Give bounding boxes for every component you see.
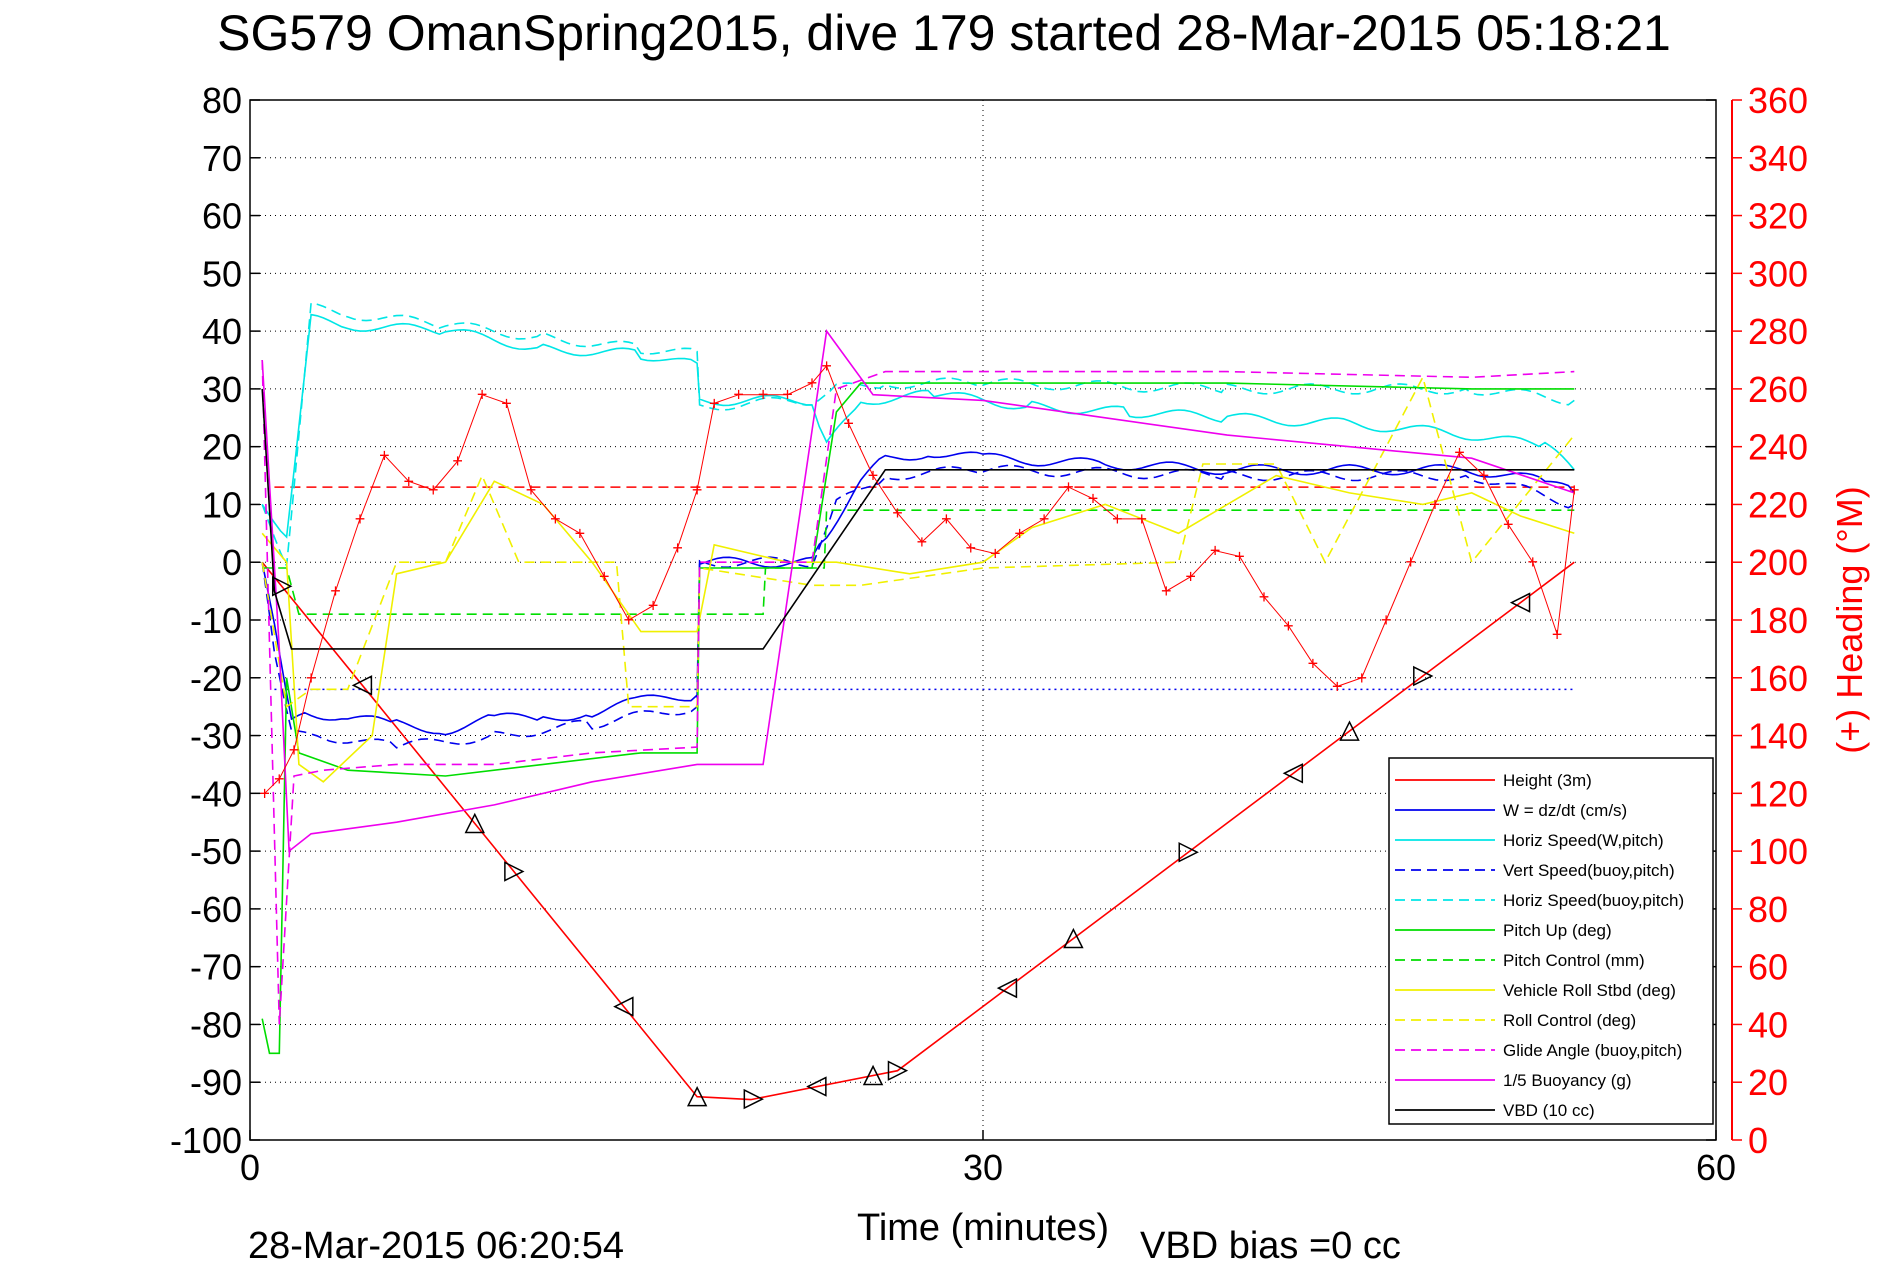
- x-tick-label: 30: [963, 1147, 1003, 1188]
- height-triangle-marker: [1063, 927, 1084, 949]
- y2-tick-label: 340: [1748, 138, 1808, 179]
- y-tick-label: -100: [170, 1120, 242, 1161]
- y2-tick-label: 120: [1748, 773, 1808, 814]
- heading-trace: [264, 364, 1575, 794]
- series-line-1: [261, 451, 1575, 736]
- y-tick-label: -80: [190, 1004, 242, 1045]
- series-line-10: [261, 329, 1575, 853]
- y-tick-label: 60: [202, 196, 242, 237]
- height-triangle-marker: [1178, 842, 1199, 863]
- y-tick-label: -60: [190, 889, 242, 930]
- legend-label-3: Vert Speed(buoy,pitch): [1503, 861, 1675, 880]
- height-triangle-marker: [743, 1088, 765, 1110]
- series-line-4: [261, 302, 1575, 569]
- y-tick-label: -10: [190, 600, 242, 641]
- legend-label-7: Vehicle Roll Stbd (deg): [1503, 981, 1676, 1000]
- y-tick-label: 50: [202, 253, 242, 294]
- height-triangle-marker: [464, 812, 486, 834]
- y-tick-label: -70: [190, 947, 242, 988]
- y-tick-label: 10: [202, 484, 242, 525]
- y-tick-label: -30: [190, 716, 242, 757]
- height-triangle-markers: [272, 576, 1531, 1110]
- y2-tick-label: 0: [1748, 1120, 1768, 1161]
- height-triangle-marker: [996, 977, 1018, 999]
- legend-label-11: VBD (10 cc): [1503, 1101, 1595, 1120]
- footer-vbd-bias: VBD bias =0 cc: [1140, 1225, 1401, 1262]
- y2-tick-label: 260: [1748, 369, 1808, 410]
- height-triangle-marker: [272, 576, 293, 597]
- y2-tick-label: 100: [1748, 831, 1808, 872]
- series-line-9: [261, 359, 1575, 1025]
- height-triangle-marker: [1282, 763, 1304, 784]
- height-triangle-marker: [351, 675, 373, 696]
- height-triangle-marker: [1339, 720, 1360, 741]
- legend-label-5: Pitch Up (deg): [1503, 921, 1612, 940]
- legend-label-0: Height (3m): [1503, 771, 1592, 790]
- height-triangle-marker: [806, 1076, 827, 1097]
- legend-label-8: Roll Control (deg): [1503, 1011, 1636, 1030]
- height-triangle-marker: [887, 1060, 909, 1081]
- footer-date: 28-Mar-2015 06:20:54: [248, 1225, 624, 1262]
- y-tick-label: -90: [190, 1062, 242, 1103]
- y2-tick-label: 60: [1748, 947, 1788, 988]
- right-axis-label: (+) Heading (°M): [1829, 486, 1870, 753]
- y-tick-label: 20: [202, 427, 242, 468]
- legend-label-10: 1/5 Buoyancy (g): [1503, 1071, 1632, 1090]
- height-triangle-marker: [504, 861, 525, 882]
- heading-marker: +: [259, 783, 270, 803]
- grid-lines: [250, 100, 1716, 1140]
- y2-tick-label: 360: [1748, 80, 1808, 121]
- y-tick-label: 70: [202, 138, 242, 179]
- y2-tick-label: 80: [1748, 889, 1788, 930]
- legend-label-9: Glide Angle (buoy,pitch): [1503, 1041, 1682, 1060]
- y-tick-label: -50: [190, 831, 242, 872]
- legend-label-2: Horiz Speed(W,pitch): [1503, 831, 1664, 850]
- y-tick-label: 30: [202, 369, 242, 410]
- height-triangle-marker: [1509, 592, 1531, 613]
- y2-tick-label: 300: [1748, 253, 1808, 294]
- series-line-2: [261, 313, 1575, 539]
- height-triangle-marker: [613, 996, 634, 1017]
- height-triangle-marker: [686, 1085, 708, 1107]
- y-tick-label: 40: [202, 311, 242, 352]
- y2-tick-label: 40: [1748, 1004, 1788, 1045]
- chart-title: SG579 OmanSpring2015, dive 179 started 2…: [217, 5, 1671, 61]
- series-line-8: [261, 375, 1575, 709]
- y-tick-label: 0: [222, 542, 242, 583]
- series-line-11: [261, 388, 1575, 650]
- y2-tick-label: 220: [1748, 484, 1808, 525]
- y-tick-label: -20: [190, 658, 242, 699]
- y2-tick-label: 240: [1748, 427, 1808, 468]
- height-triangle-marker: [1413, 665, 1434, 687]
- y2-tick-label: 180: [1748, 600, 1808, 641]
- x-axis-label: Time (minutes): [857, 1207, 1109, 1249]
- y2-tick-label: 140: [1748, 716, 1808, 757]
- series-layer: [261, 302, 1575, 1101]
- y2-tick-label: 200: [1748, 542, 1808, 583]
- series-line-6: [262, 509, 1575, 616]
- legend-label-1: W = dz/dt (cm/s): [1503, 801, 1627, 820]
- series-line-5: [261, 382, 1575, 1055]
- y2-tick-label: 160: [1748, 658, 1808, 699]
- y2-tick-label: 320: [1748, 196, 1808, 237]
- legend-label-6: Pitch Control (mm): [1503, 951, 1645, 970]
- x-tick-label: 60: [1696, 1147, 1736, 1188]
- y-tick-label: -40: [190, 773, 242, 814]
- legend-label-4: Horiz Speed(buoy,pitch): [1503, 891, 1684, 910]
- heading-markers: ++++++++ +++ ++++++++++ + + +++++++++ ++++++ ++…: [259, 356, 1579, 804]
- legend: Height (3m) W = dz/dt (cm/s) Horiz Speed(W…: [1388, 757, 1714, 1125]
- x-tick-label: 0: [240, 1147, 260, 1188]
- axes: 80706050403020100-10-20-30-40-50-60-70-8…: [170, 80, 1808, 1188]
- legend-box: [1388, 757, 1714, 1125]
- series-line-3: [261, 464, 1575, 749]
- y2-tick-label: 20: [1748, 1062, 1788, 1103]
- height-triangle-marker: [862, 1064, 884, 1086]
- y-tick-label: 80: [202, 80, 242, 121]
- series-line-0: [261, 561, 1575, 1101]
- y2-tick-label: 280: [1748, 311, 1808, 352]
